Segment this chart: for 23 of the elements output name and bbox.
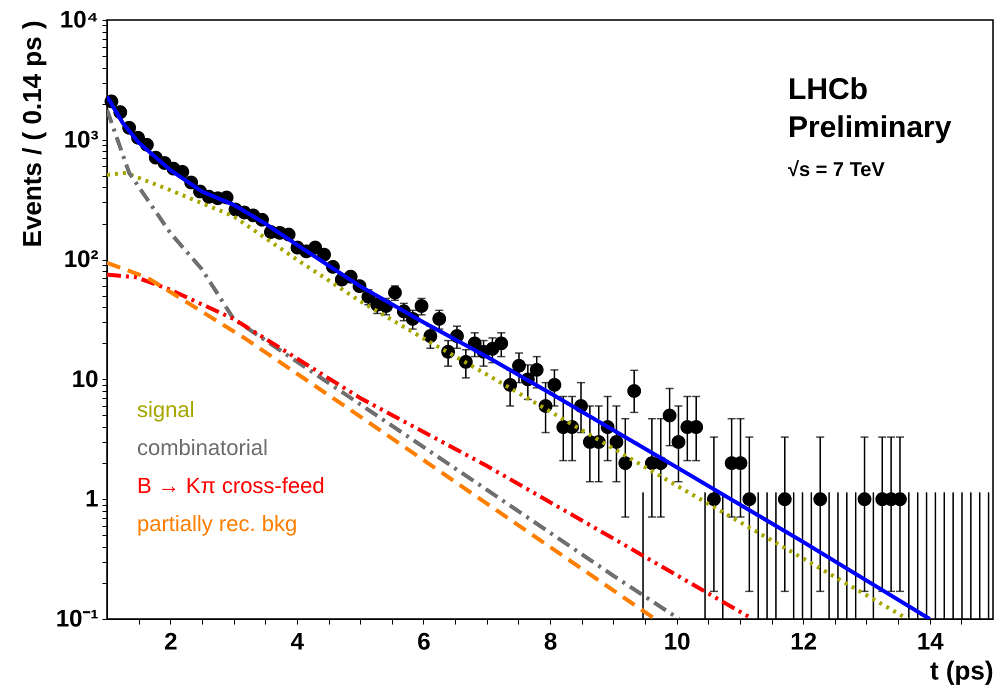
x-tick-label: 8 [544,628,558,656]
annotation: LHCb [788,73,868,106]
text: B → Kπ cross-feed [137,473,325,498]
x-tick-label: 10 [664,628,690,656]
y-tick-label: 10 [72,366,98,393]
y-tick-label: 10⁴ [60,6,98,34]
annotation: Preliminary [788,111,952,144]
y-tick-label: 10³ [64,126,99,154]
annotation: √s = 7 TeV [788,159,886,181]
x-tick-label: 4 [290,628,305,656]
x-axis-title: t (ps) [930,656,994,686]
y-axis-title: Events / ( 0.14 ps ) [16,20,47,248]
y-tick-label: 10⁻¹ [56,606,99,632]
x-tick-label: 14 [916,628,944,656]
x-tick-label: 2 [164,628,178,656]
line-series [107,108,682,619]
text: signal [137,397,194,422]
text: partially rec. bkg [137,511,298,536]
y-tick-label: 10² [64,246,99,274]
y-tick-label: 1 [85,486,98,513]
text: combinatorial [137,435,268,460]
x-tick-label: 12 [790,628,817,656]
x-tick-label: 6 [417,628,431,656]
